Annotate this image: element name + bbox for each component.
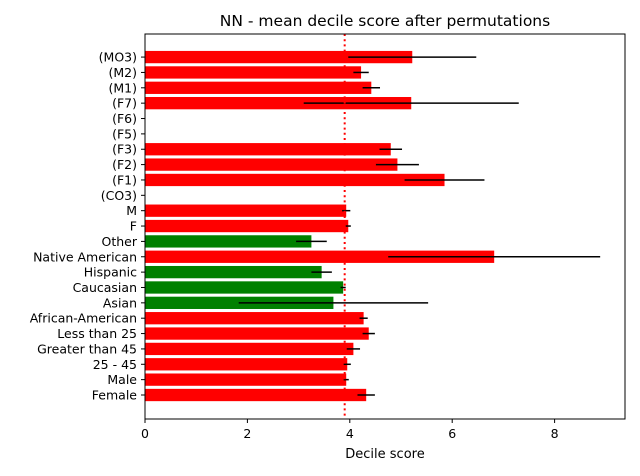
bar xyxy=(145,219,349,233)
y-tick-label: (CO3) xyxy=(101,188,137,203)
bar xyxy=(145,235,312,248)
y-tick-label: (F1) xyxy=(112,172,137,187)
bar xyxy=(145,281,344,294)
bar xyxy=(145,373,347,386)
y-tick-label: (F3) xyxy=(112,142,137,157)
x-tick-label: 8 xyxy=(551,426,559,441)
bar xyxy=(145,358,348,371)
bar xyxy=(145,342,354,356)
y-tick-label: (F7) xyxy=(112,96,137,111)
y-tick-label: M xyxy=(126,203,137,218)
y-tick-label: Other xyxy=(102,234,138,249)
bar xyxy=(145,312,364,325)
bar xyxy=(145,66,362,79)
y-tick-label: (M2) xyxy=(109,65,138,80)
y-tick-label: African-American xyxy=(30,311,137,326)
y-tick-label: Male xyxy=(107,372,137,387)
x-axis-title: Decile score xyxy=(345,447,424,462)
bar-group xyxy=(145,50,495,402)
y-tick-label: Hispanic xyxy=(84,265,137,280)
y-tick-label: Caucasian xyxy=(73,280,137,295)
y-tick-label: (F5) xyxy=(112,126,137,141)
bar xyxy=(145,158,398,171)
chart-title: NN - mean decile score after permutation… xyxy=(220,12,550,30)
bar xyxy=(145,81,372,94)
y-tick-label: (M1) xyxy=(109,80,138,95)
bar xyxy=(145,265,322,279)
y-tick-label: Female xyxy=(92,388,138,403)
y-tick-label: (F6) xyxy=(112,111,137,126)
bar xyxy=(145,327,369,340)
bar xyxy=(145,388,367,402)
bar xyxy=(145,97,412,110)
y-tick-label: (F2) xyxy=(112,157,137,172)
x-tick-label: 6 xyxy=(448,426,456,441)
y-tick-label: (MO3) xyxy=(99,50,137,65)
error-bar-group xyxy=(238,56,601,396)
bar xyxy=(145,173,445,187)
bar xyxy=(145,143,391,156)
y-tick-label: Asian xyxy=(103,295,137,310)
bar xyxy=(145,250,495,263)
y-tick-label: Greater than 45 xyxy=(37,341,137,356)
y-tick-label: F xyxy=(130,219,137,234)
y-tick-label: Native American xyxy=(33,249,137,264)
x-axis: 0 2 4 6 8 xyxy=(141,419,559,441)
y-tick-label: Less than 25 xyxy=(57,326,137,341)
x-tick-label: 0 xyxy=(141,426,149,441)
y-tick-label: 25 - 45 xyxy=(93,357,137,372)
bar xyxy=(145,204,347,217)
x-tick-label: 2 xyxy=(243,426,251,441)
x-tick-label: 4 xyxy=(346,426,354,441)
